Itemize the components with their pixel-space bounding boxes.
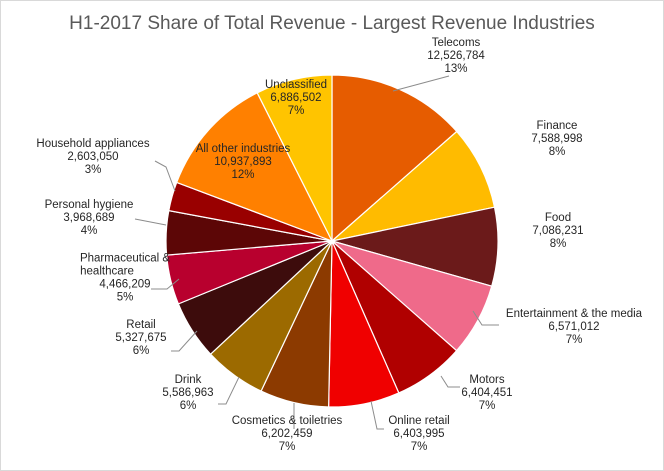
leader-line-household-appliances: [154, 160, 176, 192]
leader-line-drink: [218, 376, 240, 405]
pie-slices: [165, 74, 499, 408]
slice-label-retail: Retail 5,327,675 6%: [115, 319, 166, 357]
leader-line-online-retail: [370, 400, 384, 430]
slice-label-cosmetics-and-toiletries: Cosmetics & toiletries 6,202,459 7%: [232, 415, 343, 453]
slice-label-food: Food 7,086,231 8%: [532, 212, 583, 250]
slice-label-drink: Drink 5,586,963 6%: [162, 374, 213, 412]
leader-line-telecoms: [392, 75, 450, 92]
slice-label-finance: Finance 7,588,998 8%: [531, 120, 582, 158]
pie-slice-telecoms: [331, 74, 458, 243]
chart-title: H1-2017 Share of Total Revenue - Largest…: [69, 13, 595, 34]
leader-line-pharmaceutical-and-healthcare: [151, 278, 180, 290]
leader-line-entertainment-and-the-media: [472, 310, 499, 326]
leader-line-motors: [440, 375, 460, 388]
slice-label-household-appliances: Household appliances 2,603,050 3%: [36, 138, 149, 176]
slice-label-unclassified: Unclassified 6,886,502 7%: [265, 79, 327, 117]
leader-lines: [134, 75, 499, 430]
leader-line-retail: [171, 330, 198, 352]
leader-line-personal-hygiene: [134, 218, 167, 226]
slice-label-online-retail: Online retail 6,403,995 7%: [388, 415, 449, 453]
slice-label-telecoms: Telecoms 12,526,784 13%: [427, 37, 485, 75]
slice-label-personal-hygiene: Personal hygiene 3,968,689 4%: [45, 199, 134, 237]
pie-slice-unclassified: [256, 74, 333, 242]
slice-label-all-other-industries: All other industries 10,937,893 12%: [196, 143, 291, 181]
slice-label-pharmaceutical-and-healthcare: Pharmaceutical & healthcare 4,466,209 5%: [80, 253, 170, 304]
slice-labels: Telecoms 12,526,784 13% Finance 7,588,998 8% F…: [36, 37, 642, 453]
pie-slice-all-other-industries: [175, 92, 334, 243]
slice-label-motors: Motors 6,404,451 7%: [461, 374, 512, 412]
slice-label-entertainment-and-the-media: Entertainment & the media 6,571,012 7%: [506, 308, 643, 346]
